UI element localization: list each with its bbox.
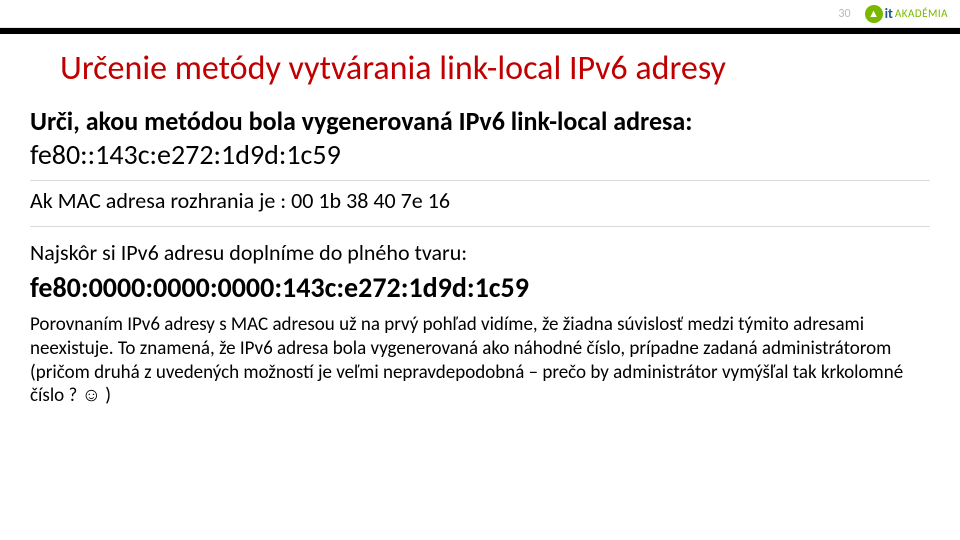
logo-text-it: it — [885, 5, 893, 22]
logo-icon: ▲ — [865, 5, 883, 23]
question-line: Urči, akou metódou bola vygenerovaná IPv… — [30, 105, 930, 137]
explanation-paragraph: Porovnaním IPv6 adresy s MAC adresou už … — [30, 313, 930, 408]
separator-1 — [30, 180, 930, 181]
ipv6-full-address: fe80:0000:0000:0000:143c:e272:1d9d:1c59 — [30, 270, 930, 305]
logo: ▲ it AKADÉMIA — [865, 5, 948, 23]
slide-title: Určenie metódy vytvárania link-local IPv… — [60, 48, 900, 89]
content-area: Urči, akou metódou bola vygenerovaná IPv… — [0, 99, 960, 408]
page-number: 30 — [838, 7, 850, 21]
title-row: Určenie metódy vytvárania link-local IPv… — [0, 34, 960, 99]
mac-line: Ak MAC adresa rozhrania je : 00 1b 38 40… — [30, 187, 930, 214]
top-bar: 30 ▲ it AKADÉMIA — [0, 0, 960, 28]
expand-line: Najskôr si IPv6 adresu doplníme do plnéh… — [30, 239, 930, 266]
ipv6-short-address: fe80::143c:e272:1d9d:1c59 — [30, 137, 930, 172]
logo-text-akademia: AKADÉMIA — [895, 7, 948, 20]
separator-2 — [30, 226, 930, 227]
